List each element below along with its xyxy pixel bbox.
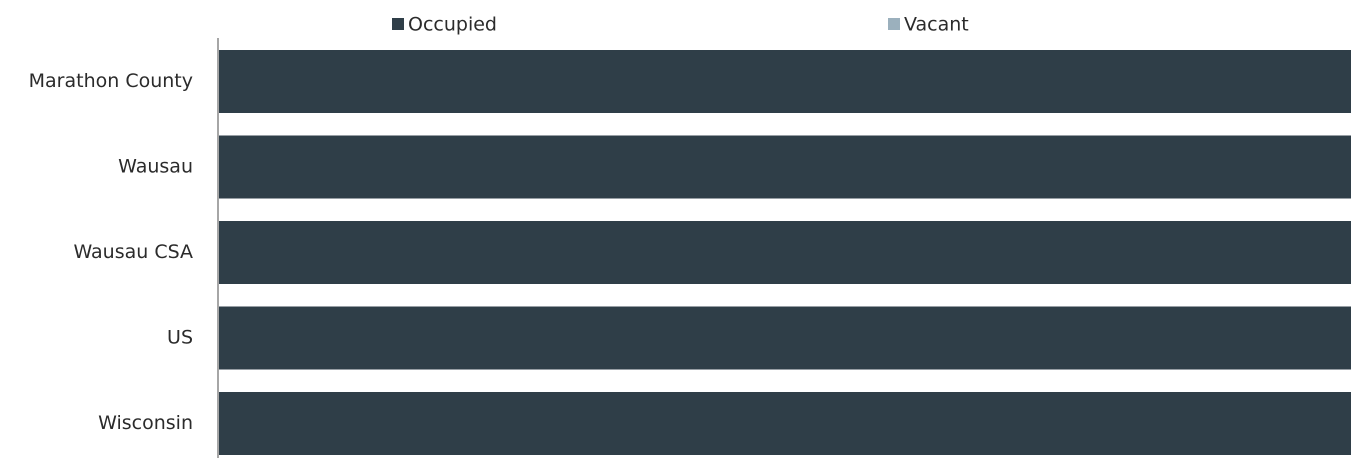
y-tick-label: Wisconsin bbox=[98, 412, 193, 434]
y-tick-label: US bbox=[167, 327, 193, 349]
legend-swatch bbox=[392, 18, 404, 30]
bar-segment bbox=[219, 306, 1351, 370]
legend-swatch bbox=[888, 18, 900, 30]
y-tick-label: Wausau bbox=[118, 156, 193, 178]
y-tick-label: Marathon County bbox=[29, 70, 193, 92]
bar-segment bbox=[219, 50, 1351, 113]
legend-label: Vacant bbox=[904, 14, 969, 36]
y-tick-label: Wausau CSA bbox=[73, 241, 193, 263]
bar-segment bbox=[219, 135, 1351, 199]
bar-segment bbox=[219, 392, 1351, 455]
legend-label: Occupied bbox=[408, 14, 497, 36]
bar-segment bbox=[219, 221, 1351, 284]
